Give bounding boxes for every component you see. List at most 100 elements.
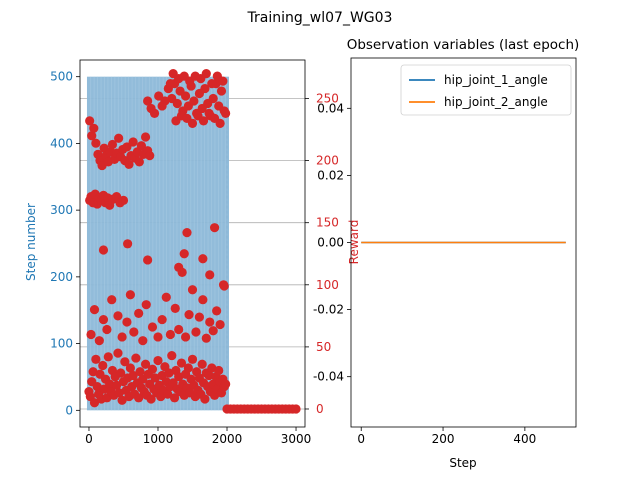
reward-point (123, 239, 133, 249)
reward-point (122, 317, 132, 327)
y-tick-label: -0.04 (313, 370, 344, 384)
legend: hip_joint_1_angle hip_joint_2_angle (400, 64, 572, 116)
reward-point (89, 305, 100, 315)
x-tick-label: 2000 (212, 432, 243, 446)
y-tick-label: 200 (50, 270, 73, 284)
reward-point (105, 379, 115, 389)
reward-point (91, 138, 101, 148)
reward-point (138, 336, 148, 346)
reward-point (124, 159, 134, 169)
reward-point (129, 327, 139, 337)
reward-point (157, 101, 167, 111)
reward-point (143, 255, 153, 265)
reward-point (140, 359, 151, 369)
reward-point (87, 131, 97, 141)
reward-point (143, 96, 153, 106)
reward-point (136, 141, 147, 151)
reward-point (140, 132, 151, 142)
reward-point (197, 359, 207, 369)
reward-point (174, 324, 184, 335)
reward-point (215, 118, 225, 128)
reward-point (208, 93, 218, 104)
left-y-ticks: 0 100 200 300 400 500 (50, 70, 80, 417)
legend-box (400, 64, 572, 116)
x-tick-label: 0 (85, 432, 93, 446)
reward-point (182, 228, 192, 238)
legend-label: hip_joint_2_angle (444, 95, 548, 109)
reward-point (94, 336, 104, 346)
reward-point (207, 363, 217, 373)
reward-point (117, 395, 127, 405)
reward-point (107, 139, 118, 150)
y-tick-label: 0.02 (317, 168, 344, 182)
reward-point (122, 142, 132, 152)
reward-point (153, 355, 163, 366)
reward-point (205, 270, 215, 280)
reward-point (134, 308, 144, 318)
reward-point (208, 326, 218, 336)
left-x-ticks: 0 1000 2000 3000 (85, 427, 311, 446)
reward-point (170, 303, 180, 313)
reward-point (118, 195, 129, 205)
x-tick-label: 0 (357, 432, 365, 446)
reward-point (134, 157, 144, 167)
y2-tick-label: 150 (316, 216, 339, 230)
reward-point (89, 123, 99, 133)
reward-point (146, 394, 156, 404)
reward-point (102, 324, 112, 335)
reward-point (135, 367, 145, 377)
y-tick-label: 300 (50, 203, 73, 217)
reward-point (169, 393, 180, 403)
right-y-ticks: -0.04 -0.02 0.00 0.02 0.04 (313, 101, 351, 384)
reward-point (200, 83, 210, 94)
reward-point (147, 322, 158, 332)
reward-point (128, 137, 138, 147)
reward-point (172, 98, 182, 109)
reward-point (198, 295, 208, 305)
reward-point (165, 78, 176, 89)
reward-point (184, 310, 194, 320)
reward-point (145, 151, 155, 161)
reward-point (174, 372, 184, 382)
left-y2-axis-label: Reward (347, 220, 361, 265)
reward-point (111, 380, 122, 390)
reward-point (114, 388, 124, 398)
left-y2-ticks: 0 50 100 150 200 250 (305, 92, 339, 416)
reward-point (189, 96, 199, 106)
reward-point (191, 327, 201, 337)
reward-point (113, 311, 123, 321)
reward-point (125, 363, 135, 373)
reward-point (212, 306, 222, 316)
y2-tick-label: 50 (316, 340, 331, 354)
reward-point (114, 133, 124, 143)
reward-point (107, 295, 117, 305)
reward-point (117, 332, 127, 342)
left-axes-frame (79, 59, 306, 428)
reward-point (103, 352, 113, 362)
right-x-axis-label: Step (449, 456, 476, 470)
y-tick-label: 100 (50, 337, 73, 351)
reward-point (141, 300, 151, 310)
reward-point (187, 285, 198, 295)
right-panel: Observation variables (last epoch) 0 200 4… (313, 37, 579, 470)
reward-point (198, 116, 209, 126)
reward-point (157, 314, 167, 325)
reward-point (150, 373, 160, 383)
reward-point (153, 332, 163, 342)
y2-tick-label: 250 (316, 92, 339, 106)
reward-point (125, 290, 135, 300)
reward-point (201, 333, 211, 343)
x-tick-label: 400 (513, 432, 536, 446)
reward-point (88, 367, 98, 377)
reward-point (221, 379, 231, 389)
reward-point (98, 360, 108, 371)
reward-point (120, 357, 130, 367)
reward-point (164, 368, 174, 378)
reward-point (131, 353, 141, 363)
reward-point (165, 329, 176, 340)
reward-point (98, 245, 109, 255)
reward-point (221, 108, 231, 119)
reward-point (215, 319, 225, 330)
y2-tick-label: 200 (316, 154, 339, 168)
